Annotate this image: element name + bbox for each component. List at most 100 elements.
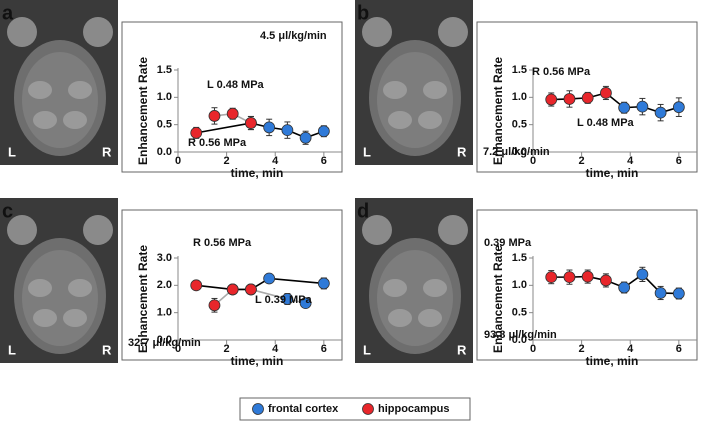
legend-label: frontal cortex — [268, 403, 339, 415]
brain-inner — [22, 52, 98, 148]
x-tick-label: 6 — [676, 155, 682, 167]
data-point — [618, 101, 631, 114]
annotation: 0.39 MPa — [484, 237, 532, 249]
brain-region — [28, 81, 52, 99]
eye — [362, 215, 392, 245]
y-tick-label: 1.0 — [512, 279, 527, 291]
x-tick-label: 2 — [224, 343, 230, 355]
y-tick-label: 1.0 — [512, 91, 527, 103]
y-tick-label: 1.0 — [157, 307, 172, 319]
x-tick-label: 0 — [530, 155, 536, 167]
brain-region — [63, 309, 87, 327]
legend-marker — [362, 403, 374, 415]
brain-inner — [22, 250, 98, 346]
brain-inner — [377, 250, 453, 346]
data-point — [317, 125, 330, 138]
legend-label: hippocampus — [378, 403, 450, 415]
eye — [83, 17, 113, 47]
data-point — [299, 131, 312, 144]
image-label: R — [102, 342, 112, 357]
y-tick-label: 0.5 — [157, 119, 172, 131]
eye — [438, 17, 468, 47]
x-axis-label: time, min — [586, 354, 639, 368]
brain-region — [388, 111, 412, 129]
data-point — [245, 283, 257, 296]
data-point — [581, 91, 594, 104]
x-tick-label: 2 — [224, 155, 230, 167]
data-point — [245, 117, 257, 129]
y-axis-label: Enhancement Rate — [136, 245, 150, 353]
eye — [83, 215, 113, 245]
panel-label: b — [357, 2, 369, 24]
panel-label: a — [2, 2, 14, 24]
data-point — [654, 287, 667, 299]
x-tick-label: 2 — [579, 155, 585, 167]
brain-region — [423, 279, 447, 297]
annotation: R 0.56 MPa — [188, 137, 247, 149]
annotation: L 0.39 MPa — [255, 294, 313, 306]
legend-marker — [252, 403, 264, 415]
brain-region — [418, 309, 442, 327]
image-label: L — [363, 144, 371, 159]
data-point — [208, 299, 221, 312]
brain-region — [418, 111, 442, 129]
y-tick-label: 2.0 — [157, 279, 172, 291]
x-tick-label: 4 — [627, 155, 634, 167]
data-point — [263, 272, 276, 285]
y-tick-label: 1.5 — [512, 252, 527, 264]
y-tick-label: 0.0 — [512, 146, 527, 158]
image-label: R — [457, 144, 467, 159]
data-point — [317, 277, 330, 290]
data-point — [672, 101, 685, 114]
x-tick-label: 0 — [530, 343, 536, 355]
brain-region — [383, 279, 407, 297]
brain-region — [33, 309, 57, 327]
y-tick-label: 1.5 — [157, 64, 172, 76]
data-point — [600, 87, 612, 99]
image-label: R — [457, 342, 467, 357]
data-point — [581, 270, 594, 283]
chart-box — [121, 21, 343, 173]
annotation: R 0.56 MPa — [193, 237, 252, 249]
y-tick-label: 1.5 — [512, 64, 527, 76]
y-tick-label: 0.0 — [157, 146, 172, 158]
data-point — [190, 126, 203, 139]
y-axis-label: Enhancement Rate — [491, 57, 505, 165]
data-point — [226, 107, 239, 120]
brain-region — [68, 279, 92, 297]
data-point — [263, 121, 276, 134]
y-axis-label: Enhancement Rate — [491, 245, 505, 353]
brain-region — [33, 111, 57, 129]
data-point — [600, 274, 612, 287]
x-axis-label: time, min — [231, 354, 284, 368]
annotation: 7.2 μl/kg/min — [483, 146, 550, 158]
image-label: R — [102, 144, 112, 159]
y-tick-label: 0.5 — [512, 119, 527, 131]
eye — [7, 17, 37, 47]
image-label: L — [8, 342, 16, 357]
brain-region — [68, 81, 92, 99]
data-point — [563, 271, 576, 284]
brain-region — [388, 309, 412, 327]
data-point — [654, 106, 667, 119]
brain-region — [423, 81, 447, 99]
annotation: L 0.48 MPa — [207, 79, 265, 91]
annotation: 93.8 μl/kg/min — [484, 329, 557, 341]
data-point — [190, 279, 203, 292]
data-point — [618, 281, 631, 294]
panel-label: c — [2, 200, 13, 222]
annotation: L 0.48 MPa — [577, 117, 635, 129]
data-point — [299, 297, 312, 310]
y-tick-label: 0.5 — [512, 307, 527, 319]
panel-label: d — [357, 200, 369, 222]
x-tick-label: 4 — [627, 343, 634, 355]
x-tick-label: 0 — [175, 155, 181, 167]
y-tick-label: 3.0 — [157, 252, 172, 264]
chart-box — [476, 209, 698, 361]
x-tick-label: 6 — [321, 155, 327, 167]
x-tick-label: 4 — [272, 155, 279, 167]
eye — [7, 215, 37, 245]
image-label: L — [8, 144, 16, 159]
